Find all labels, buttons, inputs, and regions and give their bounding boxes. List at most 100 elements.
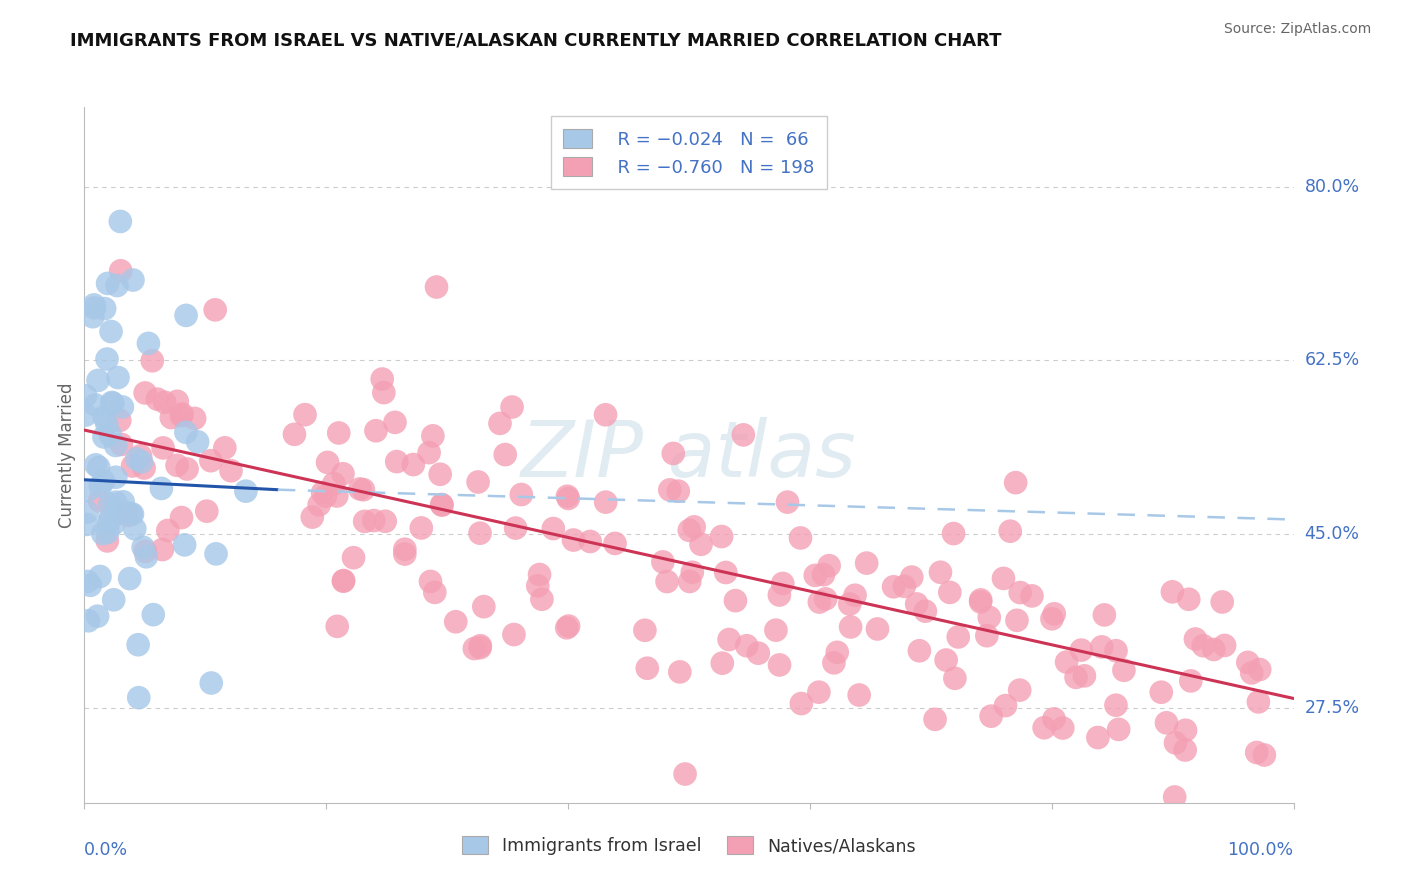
Point xyxy=(929,566,952,580)
Point xyxy=(470,639,492,653)
Point xyxy=(118,572,141,586)
Text: 62.5%: 62.5% xyxy=(1305,351,1360,369)
Point xyxy=(374,514,396,528)
Point xyxy=(316,455,339,469)
Point xyxy=(235,484,257,499)
Point xyxy=(103,516,125,531)
Point xyxy=(765,623,787,637)
Point xyxy=(326,619,349,633)
Point xyxy=(87,373,110,387)
Point xyxy=(1043,607,1066,621)
Point xyxy=(501,400,523,414)
Point xyxy=(86,609,108,624)
Point xyxy=(768,588,790,602)
Point xyxy=(1108,723,1130,737)
Point xyxy=(204,302,226,317)
Point xyxy=(527,579,550,593)
Point xyxy=(98,497,121,511)
Point xyxy=(883,580,905,594)
Point xyxy=(111,400,134,414)
Point xyxy=(970,593,993,607)
Point xyxy=(555,621,578,635)
Point xyxy=(166,394,188,409)
Point xyxy=(84,398,107,412)
Point xyxy=(87,460,110,475)
Point xyxy=(1000,524,1022,539)
Point xyxy=(419,574,441,589)
Point xyxy=(328,425,350,440)
Point xyxy=(893,579,915,593)
Text: 80.0%: 80.0% xyxy=(1305,178,1360,195)
Point xyxy=(1005,613,1028,627)
Point xyxy=(131,455,153,469)
Point xyxy=(121,458,143,473)
Point xyxy=(1180,673,1202,688)
Point xyxy=(768,657,790,672)
Point xyxy=(425,280,447,294)
Point xyxy=(463,641,485,656)
Text: IMMIGRANTS FROM ISRAEL VS NATIVE/ALASKAN CURRENTLY MARRIED CORRELATION CHART: IMMIGRANTS FROM ISRAEL VS NATIVE/ALASKAN… xyxy=(70,31,1002,49)
Point xyxy=(160,410,183,425)
Point xyxy=(976,629,998,643)
Point xyxy=(76,505,98,519)
Point xyxy=(1105,698,1128,713)
Point xyxy=(89,479,111,493)
Point xyxy=(1192,639,1215,653)
Point xyxy=(103,592,125,607)
Point xyxy=(866,622,889,636)
Point xyxy=(848,688,870,702)
Point xyxy=(557,489,579,503)
Point xyxy=(332,574,354,589)
Point xyxy=(332,574,354,588)
Point xyxy=(430,498,453,512)
Point xyxy=(152,441,174,455)
Point xyxy=(93,474,115,488)
Point xyxy=(418,445,440,459)
Point xyxy=(98,512,121,526)
Point xyxy=(655,574,678,589)
Point xyxy=(110,264,132,278)
Point xyxy=(718,632,741,647)
Point xyxy=(76,574,98,589)
Point xyxy=(914,604,936,618)
Point xyxy=(97,277,120,291)
Point xyxy=(89,493,111,508)
Point xyxy=(1246,746,1268,760)
Point xyxy=(134,461,156,475)
Point xyxy=(332,467,354,481)
Point xyxy=(422,429,444,443)
Point xyxy=(839,620,862,634)
Point xyxy=(790,697,813,711)
Point xyxy=(352,483,374,497)
Point xyxy=(1240,665,1263,680)
Point xyxy=(980,709,1002,723)
Point xyxy=(373,385,395,400)
Point xyxy=(468,526,491,541)
Point xyxy=(170,510,193,524)
Point xyxy=(394,542,416,557)
Point xyxy=(825,645,848,659)
Point xyxy=(132,541,155,555)
Point xyxy=(1184,632,1206,646)
Point xyxy=(173,538,195,552)
Point xyxy=(658,483,681,497)
Point xyxy=(494,448,516,462)
Point xyxy=(76,483,98,498)
Point xyxy=(363,514,385,528)
Point xyxy=(96,417,118,432)
Point xyxy=(166,458,188,473)
Point xyxy=(214,441,236,455)
Point xyxy=(142,607,165,622)
Point xyxy=(1073,669,1095,683)
Point xyxy=(747,646,769,660)
Point xyxy=(84,458,107,472)
Point xyxy=(156,524,179,538)
Point xyxy=(807,685,830,699)
Point xyxy=(710,530,733,544)
Text: ZIP atlas: ZIP atlas xyxy=(522,417,856,493)
Point xyxy=(1247,695,1270,709)
Point xyxy=(187,434,209,449)
Point xyxy=(1033,721,1056,735)
Point xyxy=(1064,670,1087,684)
Point xyxy=(662,446,685,460)
